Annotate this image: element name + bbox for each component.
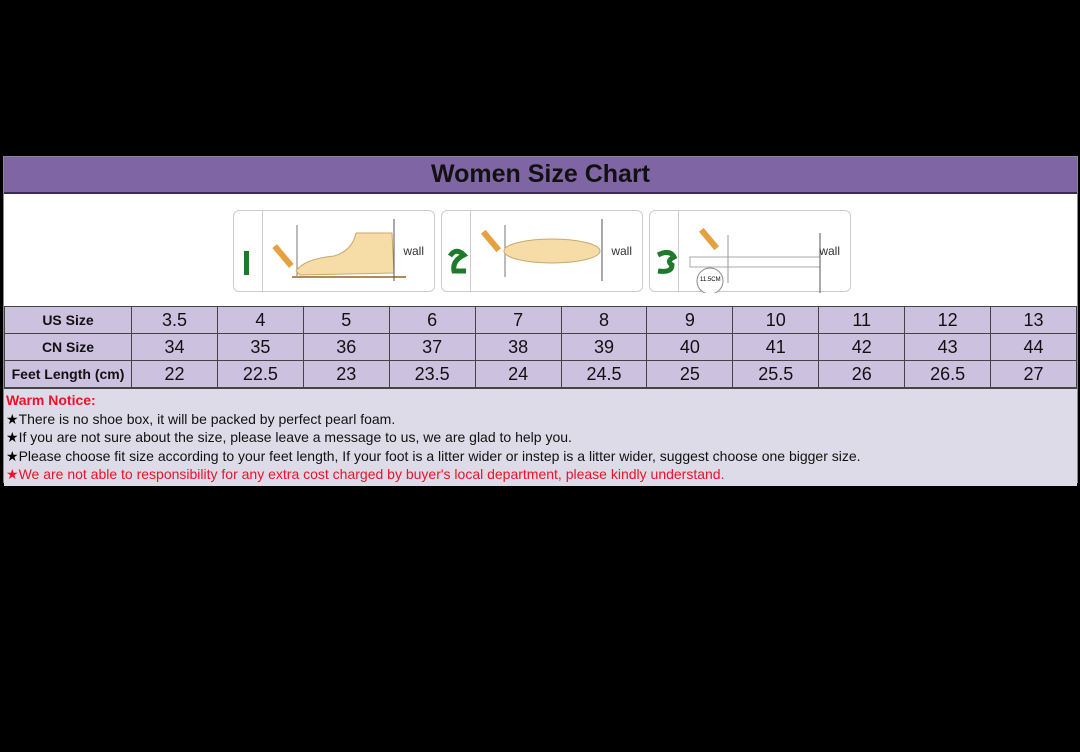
- table-cell: 7: [474, 306, 562, 334]
- notice-item: ★We are not able to responsibility for a…: [6, 465, 1075, 484]
- notice-item: ★There is no shoe box, it will be packed…: [6, 410, 1075, 429]
- table-cell: 24: [474, 360, 562, 388]
- table-cell: 44: [990, 333, 1077, 361]
- star-icon: ★: [6, 410, 19, 427]
- table-row: Feet Length (cm) 22 22.5 23 23.5 24 24.5 25 25.5…: [4, 360, 1077, 388]
- table-cell: 27: [990, 360, 1077, 388]
- table-cell: 39: [560, 333, 648, 361]
- table-cell: 24.5: [560, 360, 648, 388]
- table-cell: 4: [216, 306, 304, 334]
- table-cell: 9: [646, 306, 734, 334]
- table-cell: 26: [818, 360, 906, 388]
- ruler-icon: [656, 227, 821, 293]
- table-cell: 43: [904, 333, 992, 361]
- table-cell: 3.5: [131, 306, 218, 334]
- table-cell: 10: [732, 306, 820, 334]
- notice-text: If you are not sure about the size, plea…: [18, 429, 572, 445]
- table-cell: 23: [302, 360, 390, 388]
- star-icon: ★: [6, 429, 19, 445]
- table-cell: 23.5: [388, 360, 476, 388]
- step-1-panel: wall: [233, 210, 435, 292]
- notice-text: There is no shoe box, it will be packed …: [18, 410, 396, 427]
- table-cell: 5: [302, 306, 390, 334]
- size-table: US Size 3.5 4 5 6 7 8 9 10 11 12 13 CN Size 34 35 36 37 3…: [4, 306, 1077, 388]
- table-cell: 25: [646, 360, 734, 388]
- table-cell: 42: [818, 333, 906, 361]
- star-icon: ★: [6, 447, 19, 464]
- notice-text: Please choose fit size according to your…: [18, 447, 861, 464]
- foot-side-icon: [244, 219, 406, 281]
- step-3-panel: 11.5CM wall: [649, 210, 851, 293]
- table-cell: 22: [131, 360, 218, 388]
- notice-item: ★Please choose fit size according to you…: [6, 447, 1075, 466]
- row-header: CN Size: [4, 333, 132, 361]
- wall-label: wall: [611, 244, 632, 258]
- size-chart: Women Size Chart wall wall: [3, 156, 1078, 486]
- table-cell: 26.5: [904, 360, 992, 388]
- table-cell: 35: [216, 333, 304, 361]
- row-header: Feet Length (cm): [4, 360, 132, 388]
- table-cell: 38: [474, 333, 562, 361]
- table-cell: 36: [302, 333, 390, 361]
- notice-item: ★If you are not sure about the size, ple…: [6, 428, 1075, 447]
- table-cell: 34: [131, 333, 218, 361]
- table-cell: 37: [388, 333, 476, 361]
- table-cell: 25.5: [732, 360, 820, 388]
- step-2-panel: wall: [441, 210, 643, 292]
- chart-title: Women Size Chart: [4, 157, 1077, 194]
- row-header: US Size: [4, 306, 132, 334]
- notice-heading: Warm Notice:: [6, 392, 96, 408]
- table-cell: 12: [904, 306, 992, 334]
- star-icon: ★: [6, 466, 19, 482]
- table-cell: 11: [818, 306, 906, 334]
- warm-notice: Warm Notice: ★There is no shoe box, it w…: [4, 388, 1077, 486]
- table-row: US Size 3.5 4 5 6 7 8 9 10 11 12 13: [4, 306, 1077, 334]
- measurement-illustrations: wall wall 11.5CM wall: [4, 194, 1077, 306]
- table-cell: 40: [646, 333, 734, 361]
- table-cell: 13: [990, 306, 1077, 334]
- foot-top-icon: [447, 219, 603, 281]
- notice-text: We are not able to responsibility for an…: [18, 466, 725, 482]
- ruler-label: 11.5CM: [700, 277, 721, 283]
- table-cell: 41: [732, 333, 820, 361]
- wall-label: wall: [403, 244, 424, 258]
- table-row: CN Size 34 35 36 37 38 39 40 41 42 43 44: [4, 333, 1077, 361]
- table-cell: 22.5: [216, 360, 304, 388]
- table-cell: 8: [560, 306, 648, 334]
- wall-label: wall: [819, 244, 840, 258]
- table-cell: 6: [388, 306, 476, 334]
